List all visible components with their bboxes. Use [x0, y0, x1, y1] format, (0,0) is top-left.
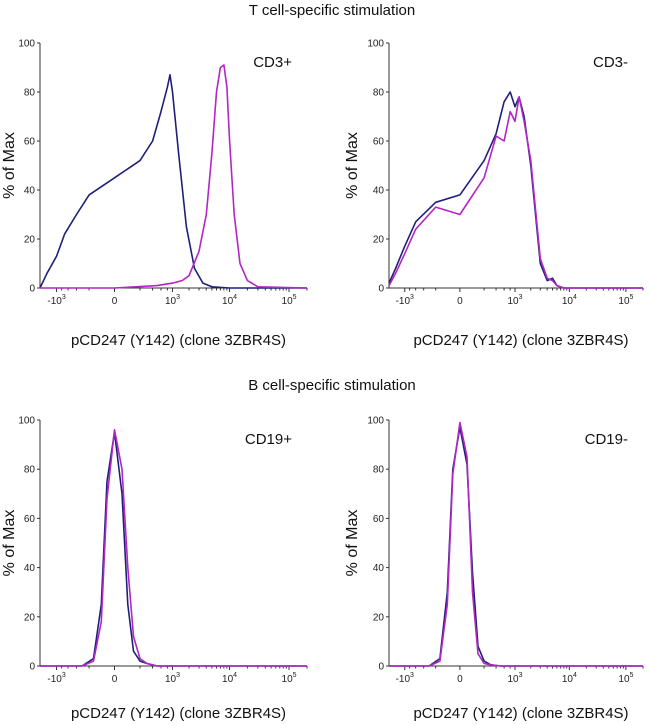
- x-tick-label: 105: [618, 672, 633, 685]
- y-tick-label: 100: [367, 416, 384, 427]
- x-tick-label: 103: [165, 294, 180, 307]
- x-axis-label: pCD247 (Y142) (clone 3ZBR4S): [413, 332, 628, 349]
- x-tick-label: 103: [507, 672, 522, 685]
- y-tick-label: 40: [373, 563, 385, 574]
- histogram-panels: 0 20 40 60 80 100 -103 0 103 104 105 % of Max pCD247…: [1, 39, 644, 722]
- series-line-control: [39, 74, 307, 289]
- y-tick-label: 0: [29, 662, 35, 673]
- section-title-t-cell: T cell-specific stimulation: [249, 2, 415, 19]
- y-axis-label: % of Max: [344, 132, 361, 199]
- series-line-stimulated: [40, 64, 308, 289]
- x-tick-label: 104: [222, 294, 237, 307]
- y-tick-label: 0: [29, 284, 35, 295]
- x-axis-label: pCD247 (Y142) (clone 3ZBR4S): [413, 705, 628, 722]
- x-tick-label: 0: [457, 296, 463, 307]
- section-title-b-cell: B cell-specific stimulation: [248, 377, 416, 394]
- y-axis-label: % of Max: [344, 510, 361, 577]
- y-tick-label: 80: [373, 88, 385, 99]
- y-tick-label: 0: [378, 284, 384, 295]
- x-tick-label: -103: [396, 672, 414, 685]
- y-tick-label: 20: [24, 235, 36, 246]
- panel-label: CD3+: [253, 54, 292, 71]
- x-tick-label: 0: [457, 674, 463, 685]
- y-tick-label: 100: [18, 39, 35, 50]
- y-axis-label: % of Max: [1, 132, 18, 199]
- y-tick-label: 60: [24, 137, 36, 148]
- x-tick-label: 0: [112, 296, 118, 307]
- series-line-control: [389, 426, 643, 667]
- series-line-stimulated: [389, 421, 643, 667]
- panel-cd19-negpos: 0 20 40 60 80 100 -103 0 103 104 105 % of Max pCD247…: [1, 416, 308, 722]
- panel-cd3-neg: 0 20 40 60 80 100 -103 0 103 104 105 % of Max pCD247…: [344, 39, 644, 349]
- y-tick-label: 60: [373, 514, 385, 525]
- x-axis-label: pCD247 (Y142) (clone 3ZBR4S): [71, 705, 286, 722]
- panel-cd19-neg: 0 20 40 60 80 100 -103 0 103 104 105 % of Max pCD247…: [344, 416, 644, 722]
- y-tick-label: 80: [373, 465, 385, 476]
- y-tick-label: 100: [18, 416, 35, 427]
- y-tick-label: 20: [24, 612, 36, 623]
- y-axis-label: % of Max: [1, 510, 18, 577]
- x-tick-label: 105: [618, 294, 633, 307]
- x-tick-label: 105: [282, 294, 297, 307]
- x-tick-label: 104: [222, 672, 237, 685]
- y-tick-label: 40: [24, 186, 36, 197]
- series-line-control: [388, 91, 643, 289]
- x-tick-label: -103: [47, 294, 65, 307]
- series-line-control: [40, 431, 307, 667]
- series-line-stimulated: [388, 96, 643, 289]
- series-line-stimulated: [40, 428, 307, 667]
- x-tick-label: 103: [165, 672, 180, 685]
- x-tick-label: 103: [507, 294, 522, 307]
- y-tick-label: 60: [373, 137, 385, 148]
- x-tick-label: -103: [47, 672, 65, 685]
- y-tick-label: 20: [373, 235, 385, 246]
- y-tick-label: 40: [373, 186, 385, 197]
- y-tick-label: 80: [24, 465, 36, 476]
- y-tick-label: 0: [378, 662, 384, 673]
- x-tick-label: 0: [112, 674, 118, 685]
- y-tick-label: 80: [24, 88, 36, 99]
- x-axis-label: pCD247 (Y142) (clone 3ZBR4S): [71, 332, 286, 349]
- x-tick-label: 105: [282, 672, 297, 685]
- y-tick-label: 20: [373, 612, 385, 623]
- x-tick-label: -103: [396, 294, 414, 307]
- panel-cd3-negpos: 0 20 40 60 80 100 -103 0 103 104 105 % of Max pCD247…: [1, 39, 308, 349]
- panel-label: CD19+: [245, 431, 292, 448]
- panel-label: CD19-: [585, 431, 628, 448]
- y-tick-label: 100: [367, 39, 384, 50]
- panel-label: CD3-: [593, 54, 628, 71]
- y-tick-label: 60: [24, 514, 36, 525]
- x-tick-label: 104: [562, 672, 577, 685]
- x-tick-label: 104: [562, 294, 577, 307]
- y-tick-label: 40: [24, 563, 36, 574]
